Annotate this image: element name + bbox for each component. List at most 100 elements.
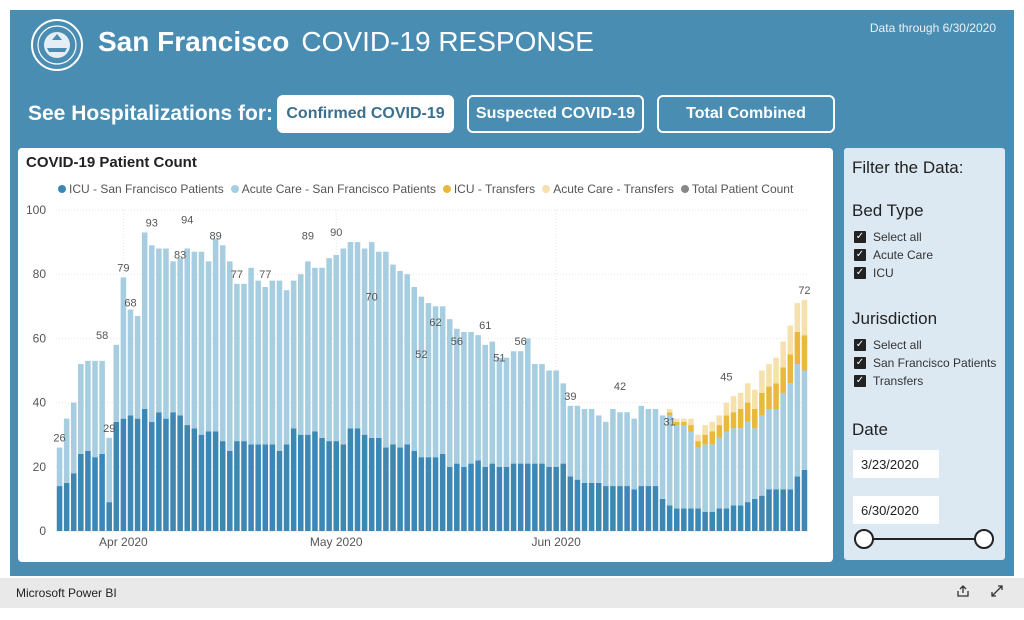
bar-icu-sf[interactable] [532, 463, 538, 531]
bar-icu-sf[interactable] [425, 457, 432, 531]
jurisdiction-select-all-checkbox[interactable]: ✓ Select all [854, 338, 922, 352]
bar-icu-sf[interactable] [780, 489, 786, 531]
start-date-input[interactable]: 3/23/2020 [853, 450, 939, 478]
bar-icu-sf[interactable] [368, 437, 375, 531]
bar-acute-sf[interactable] [695, 447, 701, 509]
date-range-slider[interactable] [864, 538, 984, 540]
bar-icu-sf[interactable] [92, 457, 98, 531]
bar-acute-sf[interactable] [276, 280, 283, 451]
bar-icu-sf[interactable] [574, 479, 581, 531]
bar-icu-sf[interactable] [319, 437, 325, 531]
bar-icu-sf[interactable] [163, 418, 169, 531]
bar-acute-transfer[interactable] [787, 325, 794, 355]
bar-acute-sf[interactable] [801, 370, 808, 471]
bar-acute-sf[interactable] [517, 351, 524, 464]
bar-icu-sf[interactable] [503, 466, 510, 531]
bar-acute-transfer[interactable] [695, 434, 701, 442]
legend-icu-sf[interactable]: ICU - San Francisco Patients [58, 182, 224, 196]
bed-type-acute-care-checkbox[interactable]: ✓ Acute Care [854, 248, 933, 262]
bar-acute-sf[interactable] [595, 415, 602, 483]
bar-icu-sf[interactable] [659, 498, 666, 531]
bar-acute-sf[interactable] [666, 415, 673, 506]
bar-icu-sf[interactable] [716, 508, 723, 531]
bar-acute-sf[interactable] [255, 280, 261, 445]
bar-acute-sf[interactable] [617, 412, 623, 487]
bar-icu-sf[interactable] [305, 434, 311, 531]
bar-icu-sf[interactable] [127, 415, 134, 531]
bar-icu-sf[interactable] [354, 428, 361, 531]
total-combined-button[interactable]: Total Combined [657, 95, 835, 133]
bar-acute-transfer[interactable] [766, 364, 772, 387]
bar-acute-sf[interactable] [539, 364, 545, 464]
bar-icu-transfer[interactable] [688, 425, 694, 432]
bar-acute-sf[interactable] [120, 277, 127, 419]
bar-acute-sf[interactable] [673, 425, 680, 509]
bar-acute-transfer[interactable] [716, 415, 723, 426]
bar-acute-sf[interactable] [468, 331, 474, 464]
bar-acute-sf[interactable] [113, 344, 120, 422]
bar-icu-sf[interactable] [106, 502, 112, 531]
bar-acute-sf[interactable] [149, 245, 155, 422]
bar-icu-sf[interactable] [397, 447, 403, 531]
date-slider-end-handle[interactable] [974, 529, 994, 549]
bar-icu-sf[interactable] [227, 450, 233, 531]
bar-acute-sf[interactable] [759, 415, 765, 496]
bar-acute-sf[interactable] [219, 245, 226, 442]
bar-acute-sf[interactable] [347, 242, 354, 429]
bar-acute-sf[interactable] [141, 232, 148, 410]
bar-icu-sf[interactable] [673, 508, 680, 531]
bar-icu-sf[interactable] [617, 486, 623, 531]
bar-icu-sf[interactable] [475, 460, 481, 531]
bar-acute-sf[interactable] [297, 274, 304, 435]
bar-acute-sf[interactable] [212, 238, 219, 432]
bar-icu-sf[interactable] [212, 431, 219, 531]
bar-acute-sf[interactable] [290, 280, 297, 429]
bar-acute-sf[interactable] [127, 309, 134, 416]
bar-icu-transfer[interactable] [780, 367, 786, 393]
bar-icu-sf[interactable] [553, 466, 559, 531]
bar-acute-sf[interactable] [198, 251, 205, 435]
bar-icu-sf[interactable] [347, 428, 354, 531]
bar-acute-sf[interactable] [156, 248, 162, 413]
bar-icu-sf[interactable] [489, 463, 496, 531]
bar-acute-sf[interactable] [305, 261, 311, 435]
bar-acute-transfer[interactable] [702, 425, 708, 435]
bar-acute-sf[interactable] [439, 306, 446, 454]
bar-acute-sf[interactable] [581, 409, 588, 483]
bar-icu-sf[interactable] [191, 428, 198, 531]
bar-acute-sf[interactable] [716, 437, 723, 509]
bar-icu-sf[interactable] [525, 463, 531, 531]
bar-icu-transfer[interactable] [787, 354, 794, 384]
confirmed-covid-button[interactable]: Confirmed COVID-19 [277, 95, 454, 133]
bar-acute-sf[interactable] [780, 392, 786, 490]
legend-icu-transfers[interactable]: ICU - Transfers [442, 182, 535, 196]
bar-acute-transfer[interactable] [688, 418, 694, 426]
bar-acute-sf[interactable] [134, 315, 141, 419]
bar-icu-transfer[interactable] [759, 392, 765, 416]
bar-icu-sf[interactable] [759, 495, 765, 531]
bar-acute-sf[interactable] [184, 248, 191, 426]
bar-icu-sf[interactable] [149, 421, 155, 531]
bar-acute-sf[interactable] [574, 405, 581, 480]
bar-icu-sf[interactable] [461, 466, 467, 531]
bar-acute-sf[interactable] [63, 418, 70, 483]
bar-icu-sf[interactable] [560, 463, 567, 531]
bar-acute-sf[interactable] [262, 287, 269, 445]
bar-acute-sf[interactable] [603, 421, 609, 487]
bar-acute-sf[interactable] [496, 357, 503, 467]
bar-icu-sf[interactable] [56, 486, 63, 531]
bar-icu-sf[interactable] [156, 412, 162, 531]
jurisdiction-transfers-checkbox[interactable]: ✓ Transfers [854, 374, 923, 388]
bar-acute-sf[interactable] [652, 409, 659, 487]
bar-acute-sf[interactable] [319, 267, 325, 438]
bar-acute-sf[interactable] [567, 405, 574, 477]
bar-icu-sf[interactable] [390, 444, 396, 531]
bar-icu-sf[interactable] [631, 489, 637, 531]
bar-icu-sf[interactable] [709, 511, 715, 531]
bar-icu-sf[interactable] [581, 482, 588, 531]
bar-icu-transfer[interactable] [744, 402, 751, 422]
bar-icu-sf[interactable] [454, 463, 460, 531]
bar-icu-sf[interactable] [496, 466, 503, 531]
bar-acute-transfer[interactable] [773, 357, 779, 384]
bar-acute-transfer[interactable] [673, 418, 680, 422]
